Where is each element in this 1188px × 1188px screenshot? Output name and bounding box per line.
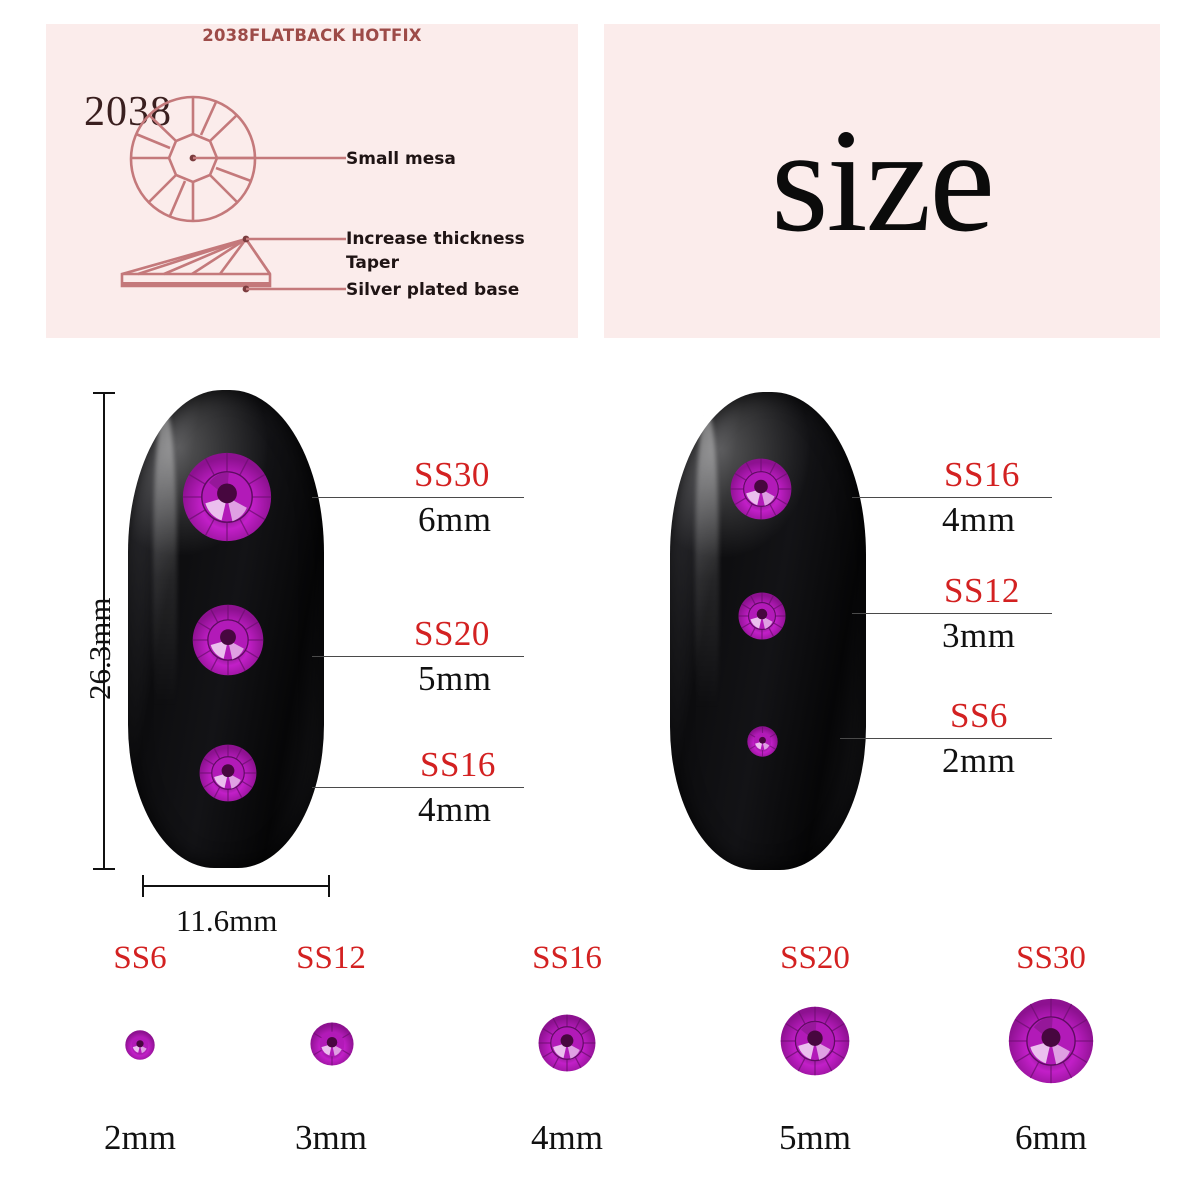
callout-ss12-label: SS12 (944, 571, 1020, 610)
callout-ss16-mm-right: 4mm (942, 500, 1016, 539)
leader-line-ss16-right (852, 497, 1052, 498)
width-dimension-label: 11.6mm (176, 903, 278, 938)
leader-line-ss6 (840, 738, 1052, 739)
leader-line-ss30 (312, 497, 524, 498)
legend-stone-ss20 (780, 1006, 850, 1076)
flatback-panel-title: 2038FLATBACK HOTFIX (202, 26, 422, 45)
flatback-lineart (120, 95, 346, 293)
callout-ss16-label-left: SS16 (420, 745, 496, 784)
annotation-silver-plated-base: Silver plated base (346, 280, 520, 300)
callout-ss20-label: SS20 (414, 614, 490, 653)
stone-ss6-on-right-nail (747, 726, 778, 757)
legend-stone-ss30 (1008, 998, 1094, 1084)
width-dimension-cap-right (328, 875, 330, 897)
height-dimension-cap-top (93, 392, 115, 394)
callout-ss12-mm: 3mm (942, 616, 1016, 655)
legend-ss20-label: SS20 (780, 940, 850, 976)
product-code-2038: 2038 (84, 89, 172, 135)
stone-ss12-on-right-nail (738, 592, 786, 640)
width-dimension-cap-left (142, 875, 144, 897)
legend-ss12-mm: 3mm (295, 1118, 367, 1157)
width-dimension-line (142, 885, 330, 887)
legend-stone-ss12 (310, 1022, 354, 1066)
size-heading-panel (604, 24, 1160, 338)
stone-ss30-on-nail (182, 452, 272, 542)
leader-line-ss12 (852, 613, 1052, 614)
callout-ss30-mm: 6mm (418, 500, 492, 539)
callout-ss20-mm: 5mm (418, 659, 492, 698)
legend-ss16-mm: 4mm (531, 1118, 603, 1157)
legend-ss20-mm: 5mm (779, 1118, 851, 1157)
stone-ss16-on-nail (199, 744, 257, 802)
stone-ss16-on-right-nail (730, 458, 792, 520)
height-dimension-label: 26.3mm (82, 597, 117, 700)
leader-line-ss16-left (312, 787, 524, 788)
legend-ss6-label: SS6 (113, 940, 167, 976)
callout-ss6-label: SS6 (950, 696, 1008, 735)
callout-ss16-label-right: SS16 (944, 455, 1020, 494)
legend-ss6-mm: 2mm (104, 1118, 176, 1157)
height-dimension-cap-bottom (93, 868, 115, 870)
stone-ss20-on-nail (192, 604, 264, 676)
callout-ss16-mm-left: 4mm (418, 790, 492, 829)
legend-ss30-label: SS30 (1016, 940, 1086, 976)
leader-line-ss20 (312, 656, 524, 657)
annotation-small-mesa: Small mesa (346, 149, 456, 169)
annotation-increase-thickness: Increase thickness (346, 229, 525, 249)
legend-ss16-label: SS16 (532, 940, 602, 976)
legend-stone-ss16 (538, 1014, 596, 1072)
callout-ss30-label: SS30 (414, 455, 490, 494)
legend-ss12-label: SS12 (296, 940, 366, 976)
height-dimension-line (103, 392, 105, 870)
annotation-taper: Taper (346, 253, 399, 273)
size-heading: size (770, 99, 995, 263)
callout-ss6-mm: 2mm (942, 741, 1016, 780)
legend-stone-ss6 (125, 1030, 155, 1060)
legend-ss30-mm: 6mm (1015, 1118, 1087, 1157)
